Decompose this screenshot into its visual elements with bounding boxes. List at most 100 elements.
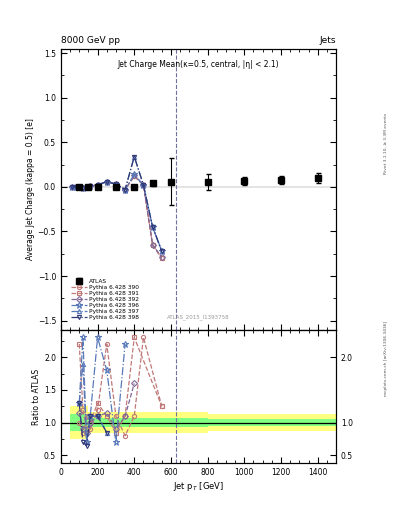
Pythia 6.428 396 (160, 248, 164, 254)
Pythia 6.428 390 (70, 184, 74, 190)
Pythia 6.428 398 (88, 183, 93, 189)
Bar (208, 419, 336, 426)
Pythia 6.428 397 (150, 224, 155, 230)
Pythia 6.428 398 (73, 184, 78, 190)
Pythia 6.428 391 (88, 183, 93, 189)
Pythia 6.428 397 (77, 184, 82, 190)
Pythia 6.428 398 (141, 182, 146, 188)
Pythia 6.428 392 (114, 181, 118, 187)
Pythia 6.428 392 (105, 179, 109, 185)
Pythia 6.428 392 (84, 184, 89, 190)
Pythia 6.428 398 (105, 179, 109, 185)
Text: Jets: Jets (320, 36, 336, 45)
Pythia 6.428 397 (70, 184, 74, 190)
Pythia 6.428 390 (81, 185, 85, 191)
Pythia 6.428 391 (105, 179, 109, 185)
Text: ATLAS_2015_I1393758: ATLAS_2015_I1393758 (167, 314, 230, 320)
Text: Jet Charge Mean(κ=0.5, central, |η| < 2.1): Jet Charge Mean(κ=0.5, central, |η| < 2.… (118, 60, 279, 69)
Bar (70, 407, 88, 439)
Pythia 6.428 390 (77, 184, 82, 190)
Pythia 6.428 390 (105, 179, 109, 185)
Pythia 6.428 397 (88, 183, 93, 189)
Y-axis label: Ratio to ATLAS: Ratio to ATLAS (32, 369, 41, 424)
Pythia 6.428 396 (123, 186, 127, 193)
Pythia 6.428 396 (105, 179, 109, 185)
Pythia 6.428 398 (95, 182, 100, 188)
X-axis label: Jet p$_T$ [GeV]: Jet p$_T$ [GeV] (173, 480, 224, 493)
Pythia 6.428 398 (114, 181, 118, 187)
Pythia 6.428 391 (77, 184, 82, 190)
Pythia 6.428 397 (84, 184, 89, 190)
Text: 8000 GeV pp: 8000 GeV pp (61, 36, 120, 45)
Pythia 6.428 398 (160, 248, 164, 254)
Bar (88, 418, 208, 428)
Pythia 6.428 392 (73, 184, 78, 190)
Text: Rivet 3.1.10, ≥ 3.3M events: Rivet 3.1.10, ≥ 3.3M events (384, 113, 388, 174)
Pythia 6.428 396 (77, 184, 82, 190)
Pythia 6.428 397 (95, 182, 100, 188)
Pythia 6.428 396 (114, 181, 118, 187)
Pythia 6.428 396 (141, 182, 146, 188)
Pythia 6.428 396 (73, 184, 78, 190)
Line: Pythia 6.428 396: Pythia 6.428 396 (69, 172, 165, 254)
Line: Pythia 6.428 398: Pythia 6.428 398 (70, 155, 164, 253)
Pythia 6.428 392 (81, 185, 85, 191)
Pythia 6.428 396 (81, 185, 85, 191)
Line: Pythia 6.428 390: Pythia 6.428 390 (70, 174, 164, 260)
Pythia 6.428 396 (70, 184, 74, 190)
Pythia 6.428 392 (132, 172, 137, 178)
Pythia 6.428 397 (114, 181, 118, 187)
Line: Pythia 6.428 391: Pythia 6.428 391 (70, 174, 164, 260)
Pythia 6.428 390 (132, 173, 137, 179)
Pythia 6.428 392 (123, 186, 127, 193)
Pythia 6.428 391 (70, 184, 74, 190)
Pythia 6.428 396 (150, 224, 155, 230)
Pythia 6.428 396 (132, 172, 137, 178)
Pythia 6.428 391 (95, 182, 100, 188)
Pythia 6.428 398 (132, 154, 137, 160)
Pythia 6.428 390 (160, 255, 164, 261)
Pythia 6.428 396 (88, 183, 93, 189)
Pythia 6.428 392 (150, 242, 155, 248)
Pythia 6.428 391 (160, 255, 164, 261)
Pythia 6.428 398 (77, 184, 82, 190)
Pythia 6.428 392 (88, 183, 93, 189)
Y-axis label: Average Jet Charge (kappa = 0.5) [e]: Average Jet Charge (kappa = 0.5) [e] (26, 118, 35, 260)
Pythia 6.428 391 (73, 184, 78, 190)
Pythia 6.428 397 (160, 248, 164, 254)
Line: Pythia 6.428 397: Pythia 6.428 397 (70, 155, 164, 253)
Pythia 6.428 398 (70, 184, 74, 190)
Pythia 6.428 397 (123, 186, 127, 193)
Pythia 6.428 397 (73, 184, 78, 190)
Pythia 6.428 390 (150, 242, 155, 248)
Bar (70, 414, 88, 431)
Pythia 6.428 391 (123, 186, 127, 193)
Pythia 6.428 391 (150, 242, 155, 248)
Pythia 6.428 392 (77, 184, 82, 190)
Bar (208, 414, 336, 431)
Pythia 6.428 397 (81, 185, 85, 191)
Pythia 6.428 396 (95, 182, 100, 188)
Pythia 6.428 390 (95, 182, 100, 188)
Pythia 6.428 392 (141, 182, 146, 188)
Pythia 6.428 392 (70, 184, 74, 190)
Pythia 6.428 397 (141, 182, 146, 188)
Text: mcplots.cern.ch [arXiv:1306.3436]: mcplots.cern.ch [arXiv:1306.3436] (384, 321, 388, 396)
Pythia 6.428 391 (81, 185, 85, 191)
Legend: ATLAS, Pythia 6.428 390, Pythia 6.428 391, Pythia 6.428 392, Pythia 6.428 396, P: ATLAS, Pythia 6.428 390, Pythia 6.428 39… (69, 278, 140, 321)
Pythia 6.428 391 (141, 182, 146, 188)
Bar (88, 412, 208, 433)
Pythia 6.428 391 (132, 173, 137, 179)
Pythia 6.428 397 (132, 154, 137, 160)
Pythia 6.428 398 (123, 186, 127, 193)
Pythia 6.428 392 (95, 182, 100, 188)
Pythia 6.428 390 (114, 181, 118, 187)
Pythia 6.428 398 (150, 224, 155, 230)
Pythia 6.428 391 (84, 184, 89, 190)
Pythia 6.428 397 (105, 179, 109, 185)
Pythia 6.428 396 (84, 184, 89, 190)
Pythia 6.428 390 (123, 186, 127, 193)
Pythia 6.428 391 (114, 181, 118, 187)
Pythia 6.428 398 (84, 184, 89, 190)
Pythia 6.428 392 (160, 254, 164, 261)
